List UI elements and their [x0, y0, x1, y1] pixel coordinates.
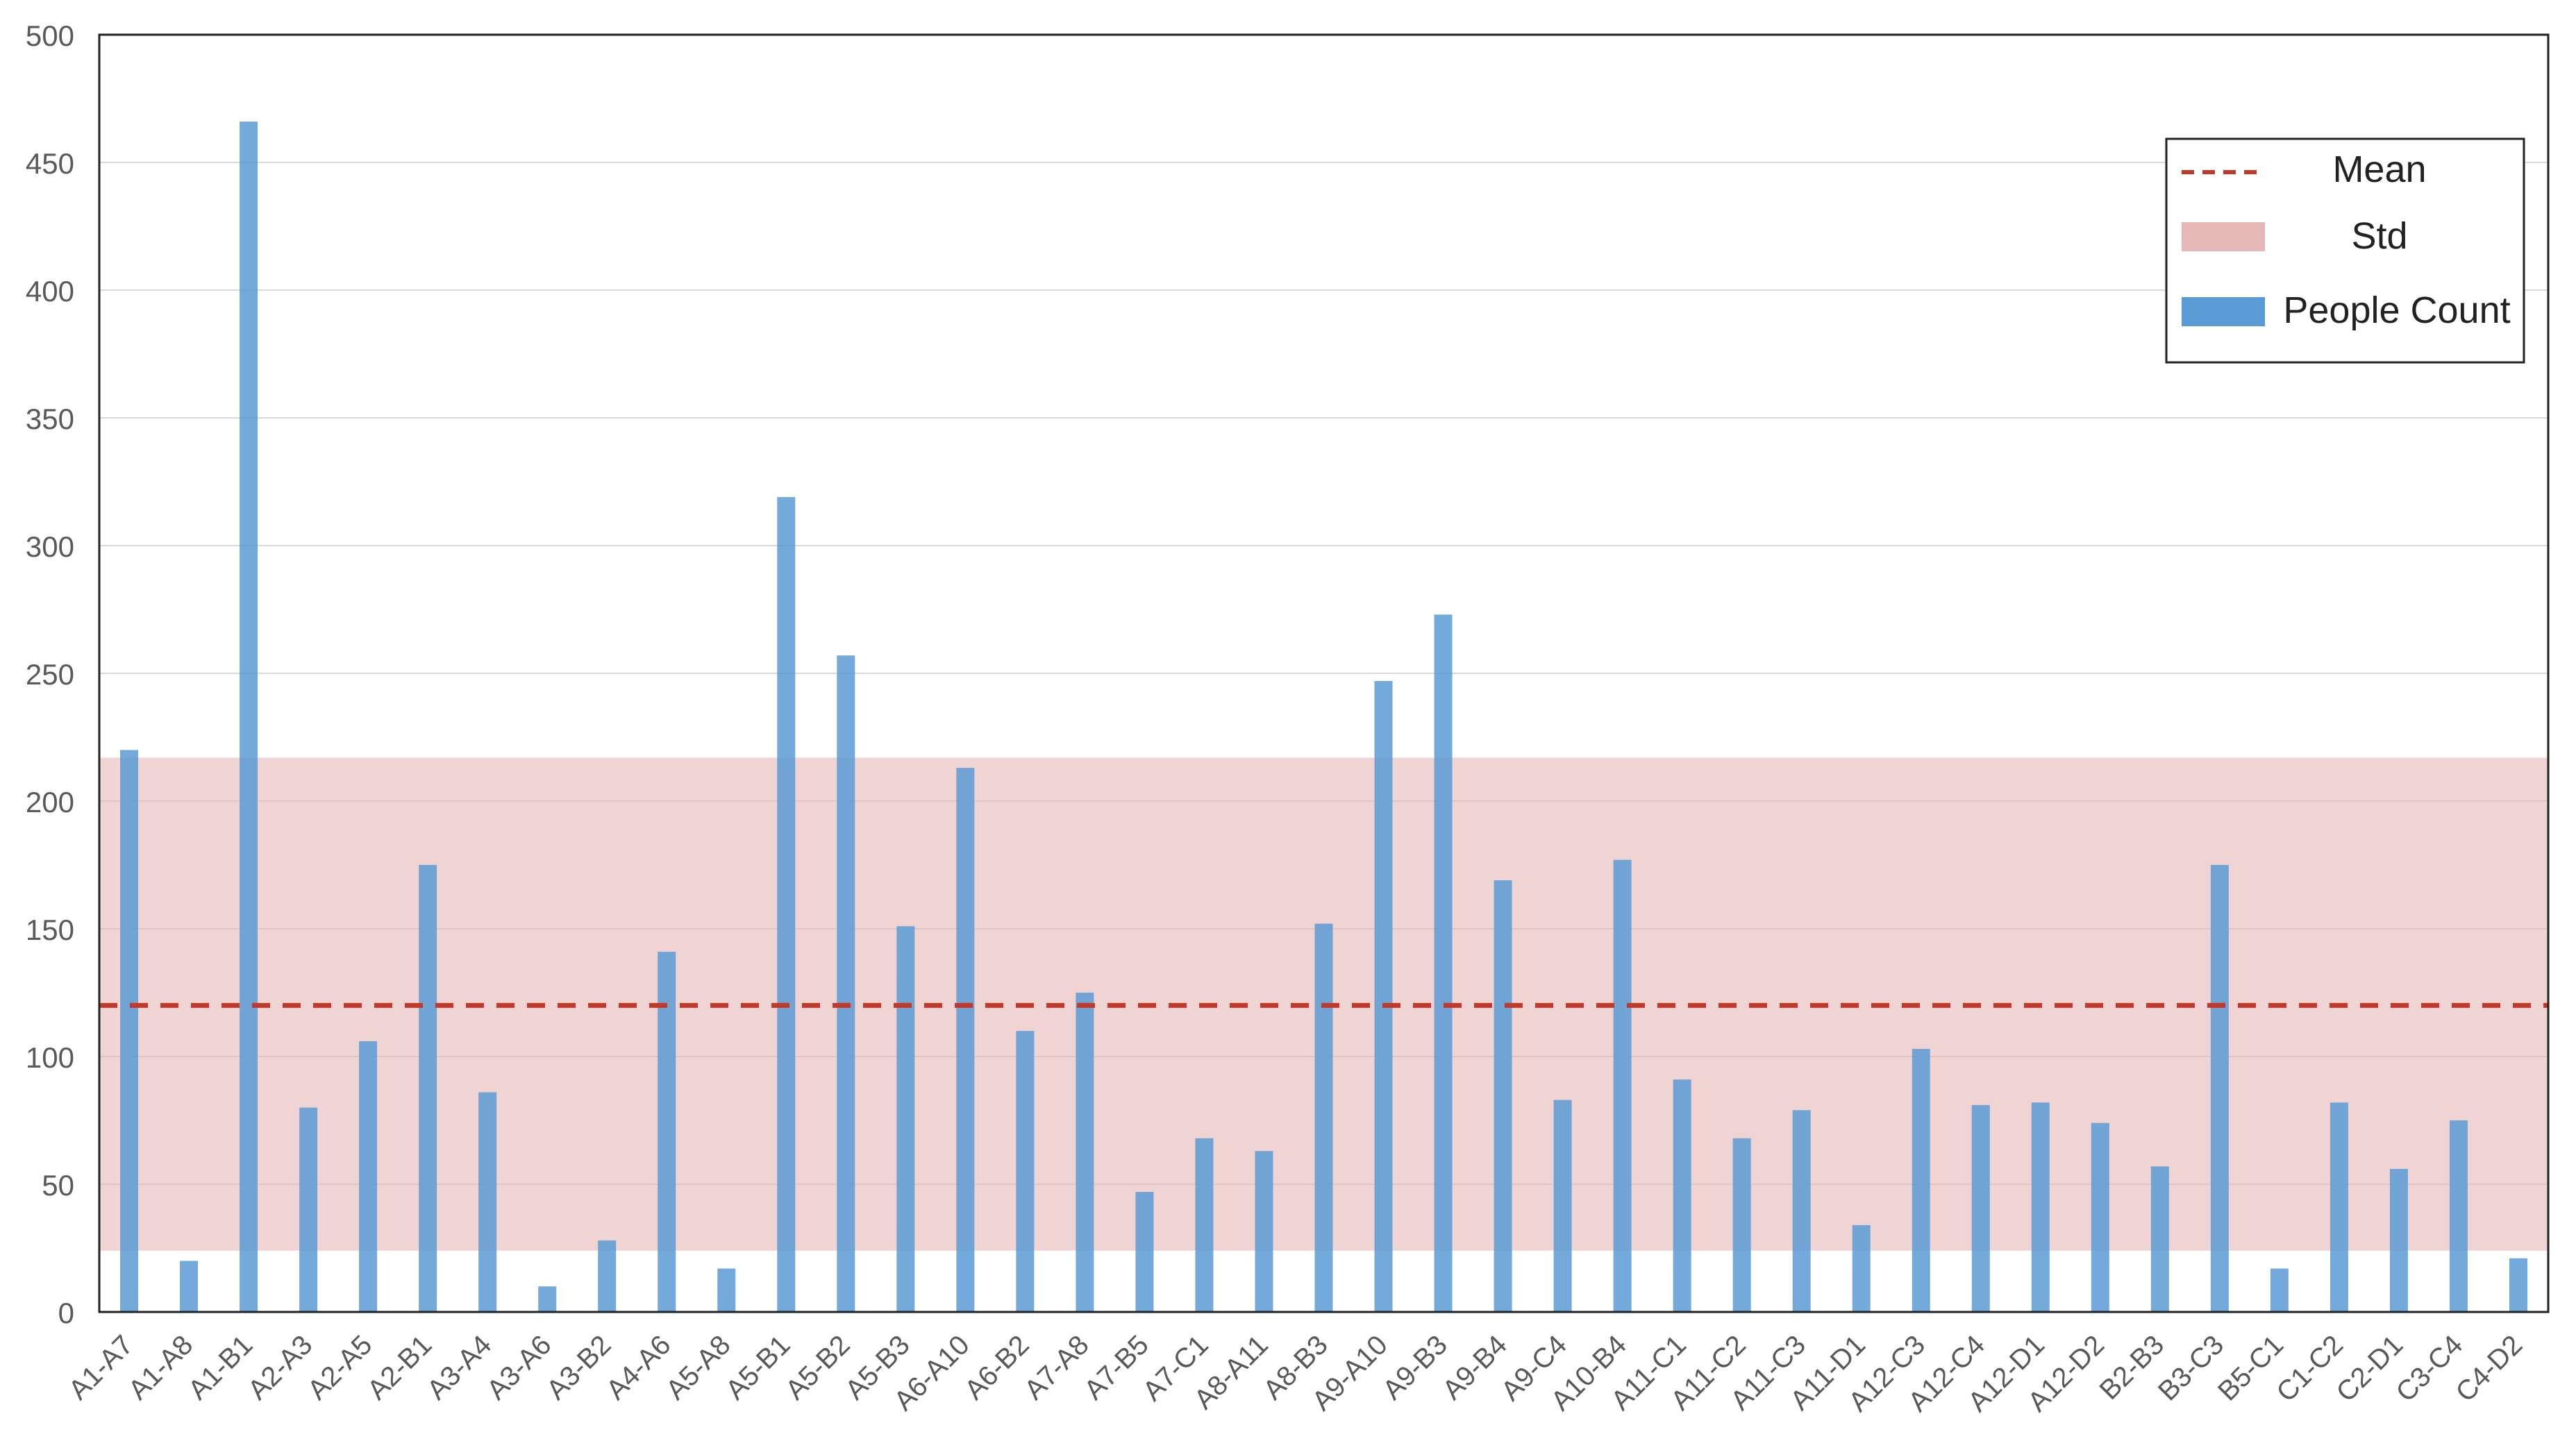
bar [2449, 1120, 2468, 1312]
bar [1374, 681, 1393, 1312]
bar [2150, 1166, 2169, 1312]
bar [478, 1092, 497, 1312]
bar [956, 768, 975, 1312]
bar [1195, 1138, 1214, 1312]
legend-std-label: Std [2351, 215, 2407, 257]
legend-mean-label: Mean [2332, 149, 2426, 190]
bar [2091, 1122, 2109, 1312]
bar [1971, 1104, 1990, 1312]
bar [359, 1041, 378, 1312]
y-tick-label: 150 [26, 914, 74, 946]
bar [538, 1286, 557, 1312]
bar [2210, 865, 2229, 1312]
bar [1314, 923, 1333, 1312]
bar [1016, 1031, 1035, 1312]
y-tick-label: 50 [42, 1169, 74, 1202]
bar [240, 121, 258, 1312]
y-tick-label: 500 [26, 19, 74, 52]
bar [1135, 1192, 1154, 1312]
bar [2389, 1168, 2408, 1312]
bar [1912, 1048, 1930, 1312]
bar [1553, 1100, 1572, 1312]
bar [1732, 1138, 1751, 1312]
bar [777, 497, 796, 1312]
bar [299, 1107, 318, 1312]
y-tick-label: 0 [58, 1297, 74, 1329]
bar [180, 1261, 199, 1312]
y-tick-label: 300 [26, 530, 74, 563]
legend-people-count-swatch [2182, 297, 2265, 326]
bar [2031, 1102, 2050, 1312]
y-tick-label: 200 [26, 786, 74, 818]
legend-std-swatch [2182, 222, 2265, 251]
legend: Mean Std People Count [2165, 137, 2525, 364]
bar [1076, 993, 1094, 1312]
bar [1434, 614, 1453, 1312]
bar [658, 952, 676, 1312]
bar [1613, 859, 1632, 1312]
bar [2270, 1268, 2289, 1312]
y-tick-label: 450 [26, 147, 74, 180]
bar [419, 865, 437, 1312]
y-tick-label: 350 [26, 403, 74, 435]
legend-people-count-label: People Count [2283, 289, 2510, 331]
bar [1792, 1110, 1811, 1312]
bars [120, 121, 2527, 1312]
plot-frame [98, 33, 2550, 1313]
y-tick-label: 400 [26, 275, 74, 308]
y-tick-label: 250 [26, 658, 74, 691]
bar [1494, 880, 1512, 1312]
bar [896, 926, 915, 1312]
bar [120, 750, 139, 1312]
bar [1255, 1151, 1273, 1312]
bar [2509, 1258, 2527, 1312]
bar [1673, 1079, 1691, 1312]
y-tick-label: 100 [26, 1041, 74, 1074]
bar [837, 655, 855, 1312]
bar [717, 1268, 736, 1312]
bar [1852, 1225, 1871, 1312]
y-axis-tick-labels: 0 50 100 150 200 250 300 350 400 450 500 [26, 19, 74, 1329]
bar [2330, 1102, 2348, 1312]
bar [598, 1240, 617, 1312]
